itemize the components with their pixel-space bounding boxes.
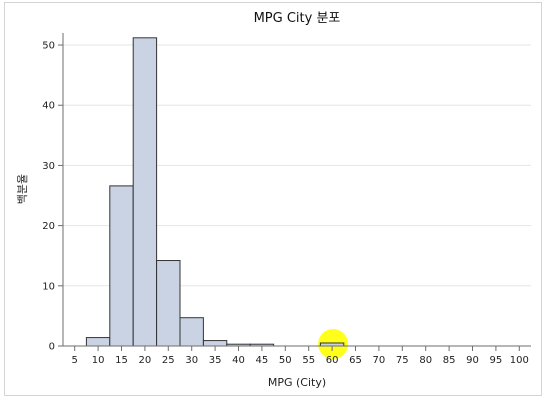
x-tick-label-70: 70	[373, 355, 386, 366]
axes	[62, 33, 531, 347]
x-tick-label-25: 25	[162, 355, 175, 366]
x-tick-label-40: 40	[232, 355, 245, 366]
bar-35	[202, 340, 228, 347]
x-tick-label-65: 65	[349, 355, 362, 366]
x-tick-label-75: 75	[396, 355, 409, 366]
y-tick-label-20: 20	[42, 221, 55, 232]
x-tick-label-50: 50	[279, 355, 292, 366]
x-tick-label-90: 90	[466, 355, 479, 366]
x-tick-label-15: 15	[115, 355, 128, 366]
bar-10	[85, 337, 111, 347]
chart-title: MPG City 분포	[254, 11, 341, 26]
x-axis-label: MPG (City)	[268, 376, 326, 389]
x-tick-label-35: 35	[209, 355, 222, 366]
bars	[85, 37, 345, 347]
bar-15	[109, 185, 134, 347]
y-tick-label-10: 10	[42, 281, 55, 292]
y-tick-label-0: 0	[49, 342, 55, 353]
x-tick-label-10: 10	[92, 355, 105, 366]
y-tick-label-30: 30	[42, 161, 55, 172]
bar-20	[132, 37, 158, 347]
y-axis-label: 백분율	[16, 174, 29, 204]
x-tick-label-30: 30	[185, 355, 198, 366]
x-tick-label-95: 95	[490, 355, 503, 366]
x-tick-label-85: 85	[443, 355, 456, 366]
y-tick-label-50: 50	[42, 41, 55, 52]
x-tick-label-60: 60	[326, 355, 339, 366]
bar-25	[156, 260, 181, 347]
x-tick-label-80: 80	[419, 355, 432, 366]
x-tick-label-45: 45	[256, 355, 269, 366]
y-tick-label-40: 40	[42, 101, 55, 112]
chart-frame	[4, 2, 542, 396]
bar-30	[179, 317, 204, 347]
x-tick-label-20: 20	[139, 355, 152, 366]
ticks: 0 10 20 30 40 50 5 10 15 20 25 30 35 40 45 50 55 60 65 70 75…	[42, 41, 529, 366]
x-tick-label-55: 55	[302, 355, 315, 366]
x-tick-label-5: 5	[72, 355, 78, 366]
x-tick-label-100: 100	[510, 355, 529, 366]
